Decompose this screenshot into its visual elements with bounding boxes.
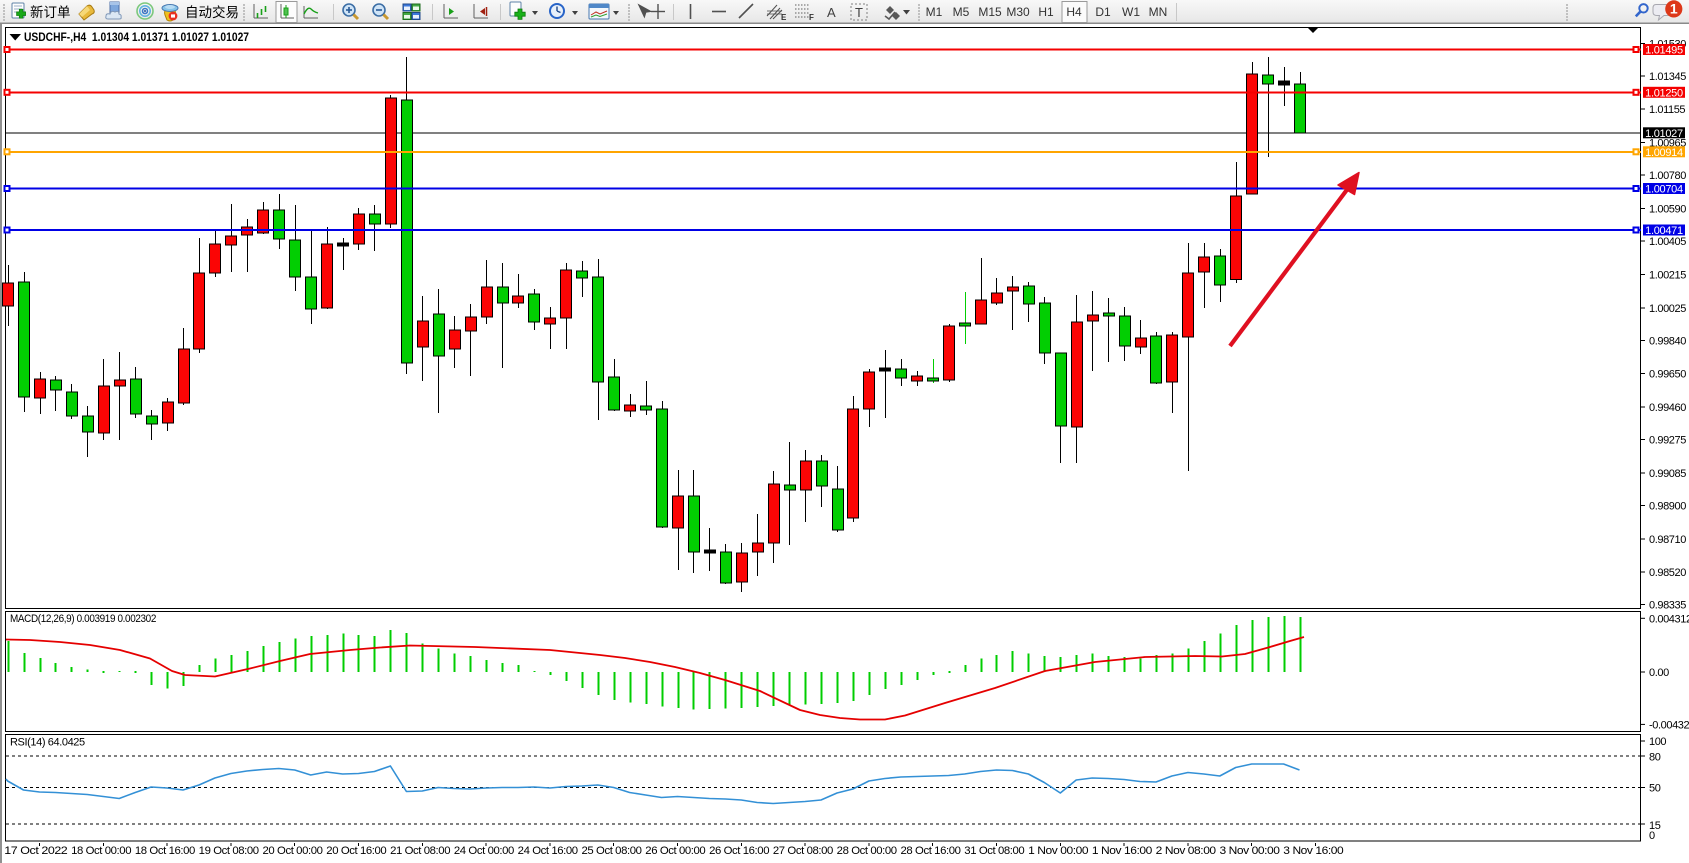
svg-text:E: E xyxy=(781,13,787,22)
svg-text:31 Oct 08:00: 31 Oct 08:00 xyxy=(964,845,1024,857)
svg-text:MN: MN xyxy=(1149,5,1168,19)
svg-text:M5: M5 xyxy=(953,5,970,19)
svg-text:0.98710: 0.98710 xyxy=(1649,534,1686,546)
svg-text:1.00215: 1.00215 xyxy=(1649,269,1686,281)
svg-text:20 Oct 00:00: 20 Oct 00:00 xyxy=(263,845,323,857)
svg-text:18 Oct 16:00: 18 Oct 16:00 xyxy=(135,845,195,857)
svg-text:自动交易: 自动交易 xyxy=(185,4,239,20)
svg-text:27 Oct 08:00: 27 Oct 08:00 xyxy=(773,845,833,857)
svg-text:24 Oct 00:00: 24 Oct 00:00 xyxy=(454,845,514,857)
svg-text:MACD(12,26,9) 0.003919 0.00230: MACD(12,26,9) 0.003919 0.002302 xyxy=(10,613,156,625)
svg-text:80: 80 xyxy=(1649,751,1661,763)
svg-text:1.00405: 1.00405 xyxy=(1649,236,1686,248)
svg-text:15: 15 xyxy=(1649,820,1661,832)
svg-text:50: 50 xyxy=(1649,783,1661,795)
svg-text:M15: M15 xyxy=(978,5,1002,19)
svg-text:28 Oct 16:00: 28 Oct 16:00 xyxy=(901,845,961,857)
svg-text:1.01250: 1.01250 xyxy=(1645,87,1683,99)
svg-text:24 Oct 16:00: 24 Oct 16:00 xyxy=(518,845,578,857)
svg-text:0.99460: 0.99460 xyxy=(1649,402,1686,414)
svg-text:T: T xyxy=(855,5,863,20)
svg-text:1.00914: 1.00914 xyxy=(1645,147,1683,159)
svg-text:2 Nov 08:00: 2 Nov 08:00 xyxy=(1156,845,1216,857)
svg-text:0.98335: 0.98335 xyxy=(1649,600,1686,612)
svg-text:19 Oct 08:00: 19 Oct 08:00 xyxy=(199,845,259,857)
svg-text:M1: M1 xyxy=(926,5,943,19)
svg-text:1.01345: 1.01345 xyxy=(1649,71,1686,83)
svg-text:F: F xyxy=(809,13,814,22)
svg-text:28 Oct 00:00: 28 Oct 00:00 xyxy=(837,845,897,857)
svg-text:M30: M30 xyxy=(1006,5,1030,19)
svg-text:100: 100 xyxy=(1649,736,1666,748)
svg-text:0.98900: 0.98900 xyxy=(1649,500,1686,512)
svg-text:A: A xyxy=(827,5,836,20)
svg-text:18 Oct 00:00: 18 Oct 00:00 xyxy=(71,845,131,857)
svg-text:20 Oct 16:00: 20 Oct 16:00 xyxy=(326,845,386,857)
svg-text:W1: W1 xyxy=(1122,5,1140,19)
svg-text:0.00: 0.00 xyxy=(1649,667,1669,679)
svg-text:1.01155: 1.01155 xyxy=(1649,104,1685,116)
svg-text:17 Oct 2022: 17 Oct 2022 xyxy=(4,845,67,857)
svg-text:3 Nov 00:00: 3 Nov 00:00 xyxy=(1220,845,1280,857)
svg-text:1.00471: 1.00471 xyxy=(1645,225,1683,237)
svg-text:1.01495: 1.01495 xyxy=(1645,45,1683,57)
svg-text:1 Nov 00:00: 1 Nov 00:00 xyxy=(1028,845,1088,857)
svg-text:RSI(14) 64.0425: RSI(14) 64.0425 xyxy=(10,737,85,749)
svg-text:1 Nov 16:00: 1 Nov 16:00 xyxy=(1092,845,1152,857)
svg-text:H1: H1 xyxy=(1038,5,1054,19)
svg-text:1.00590: 1.00590 xyxy=(1649,204,1686,216)
svg-text:0.99085: 0.99085 xyxy=(1649,468,1686,480)
svg-text:1: 1 xyxy=(1670,1,1678,17)
svg-text:0: 0 xyxy=(1649,830,1655,842)
svg-text:1.00704: 1.00704 xyxy=(1645,184,1683,196)
svg-text:D1: D1 xyxy=(1095,5,1111,19)
svg-text:0.98520: 0.98520 xyxy=(1649,567,1686,579)
svg-text:H4: H4 xyxy=(1066,5,1082,19)
svg-text:1.01027: 1.01027 xyxy=(1645,128,1683,140)
svg-text:3 Nov 16:00: 3 Nov 16:00 xyxy=(1283,845,1343,857)
svg-text:新订单: 新订单 xyxy=(30,5,71,20)
svg-text:1.00780: 1.00780 xyxy=(1649,170,1686,182)
svg-text:26 Oct 00:00: 26 Oct 00:00 xyxy=(645,845,705,857)
svg-text:0.99650: 0.99650 xyxy=(1649,369,1686,381)
svg-text:21 Oct 08:00: 21 Oct 08:00 xyxy=(390,845,450,857)
svg-text:0.99275: 0.99275 xyxy=(1649,435,1686,447)
svg-text:0.99840: 0.99840 xyxy=(1649,335,1686,347)
svg-text:USDCHF-,H4 1.01304 1.01371 1.: USDCHF-,H4 1.01304 1.01371 1.01027 1.010… xyxy=(24,30,249,44)
svg-text:-0.004328: -0.004328 xyxy=(1649,719,1689,731)
svg-text:26 Oct 16:00: 26 Oct 16:00 xyxy=(709,845,769,857)
svg-text:25 Oct 08:00: 25 Oct 08:00 xyxy=(582,845,642,857)
svg-text:1.00025: 1.00025 xyxy=(1649,303,1686,315)
svg-text:0.004312: 0.004312 xyxy=(1649,613,1689,625)
